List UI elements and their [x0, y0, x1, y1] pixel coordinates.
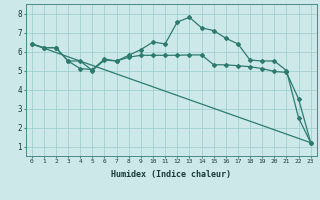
- X-axis label: Humidex (Indice chaleur): Humidex (Indice chaleur): [111, 170, 231, 179]
